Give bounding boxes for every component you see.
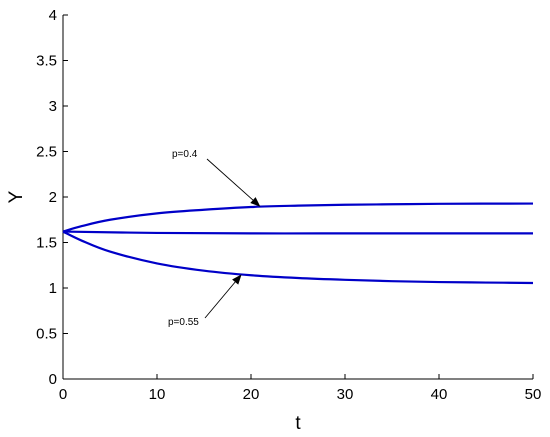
y-tick-label: 0.5 bbox=[36, 326, 57, 343]
y-tick-label: 3.5 bbox=[36, 53, 57, 70]
annotation-label: p=0.4 bbox=[172, 149, 198, 160]
series-line-2 bbox=[62, 230, 533, 235]
y-axis-label: Y bbox=[6, 190, 27, 203]
series-lines bbox=[62, 202, 534, 285]
x-tick-label: 40 bbox=[431, 386, 448, 403]
annotation-arrow-shaft bbox=[204, 281, 236, 319]
y-tick-label: 3 bbox=[49, 98, 57, 115]
y-tick-label: 2 bbox=[49, 189, 57, 206]
x-tick-label: 50 bbox=[525, 386, 542, 403]
x-axis-label: t bbox=[295, 413, 301, 434]
series-line-1 bbox=[62, 202, 534, 233]
plot-area bbox=[62, 15, 533, 380]
annotations: p=0.4 p=0.55 bbox=[168, 149, 261, 328]
y-tick-label: 4 bbox=[49, 7, 57, 24]
annotation-arrow-shaft bbox=[206, 158, 254, 201]
y-tick-label: 1.5 bbox=[36, 235, 57, 252]
series-line-3 bbox=[62, 230, 534, 285]
arrowhead-icon bbox=[250, 197, 261, 207]
arrowhead-icon bbox=[232, 274, 242, 285]
y-tick-label: 2.5 bbox=[36, 144, 57, 161]
y-ticks: 0 0.5 1 1.5 2 2.5 3 3.5 4 bbox=[36, 7, 68, 388]
x-tick-label: 0 bbox=[59, 386, 67, 403]
x-tick-label: 30 bbox=[337, 386, 354, 403]
y-tick-label: 0 bbox=[49, 371, 57, 388]
x-tick-label: 10 bbox=[149, 386, 166, 403]
x-ticks: 0 10 20 30 40 50 bbox=[59, 374, 542, 403]
y-tick-label: 1 bbox=[49, 280, 57, 297]
annotation-label: p=0.55 bbox=[168, 317, 199, 328]
x-tick-label: 20 bbox=[243, 386, 260, 403]
